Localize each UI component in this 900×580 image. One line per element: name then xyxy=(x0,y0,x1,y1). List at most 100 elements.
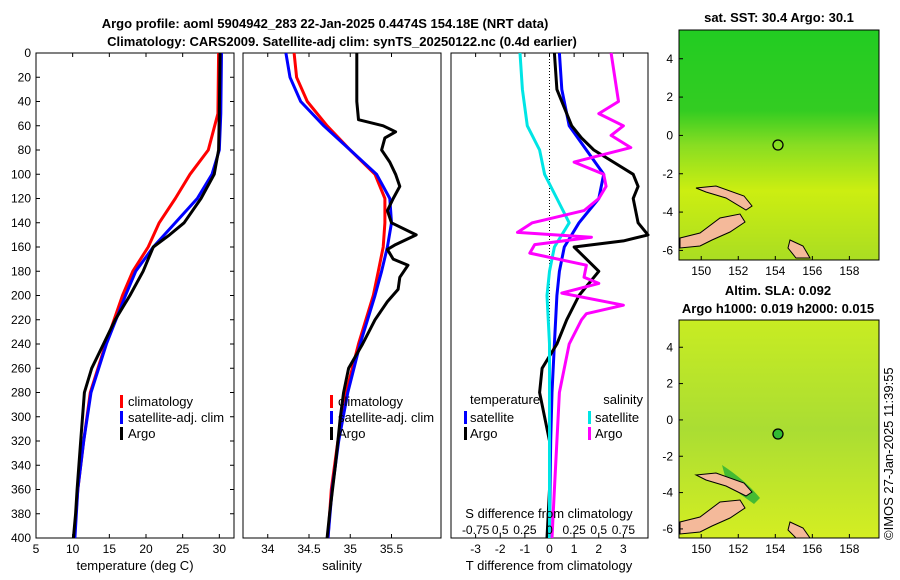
series-line-satellite-adj-clim xyxy=(284,52,393,539)
series-line-t-argo xyxy=(538,52,650,539)
x-tick-label: 5 xyxy=(33,542,40,556)
legend-climatology-swatch xyxy=(120,395,123,408)
depth-tick-label: 140 xyxy=(11,216,31,230)
map-lat-label: 4 xyxy=(666,52,673,66)
x-tick-label: 0 xyxy=(546,542,553,556)
t-diff-tick-labels: -3 -2 -1 0 1 2 3 xyxy=(470,53,627,556)
map-lat-label: 0 xyxy=(666,413,673,427)
series-line-argo xyxy=(325,53,418,539)
depth-tick-label: 340 xyxy=(11,458,31,472)
map-lat-label: -6 xyxy=(662,522,673,536)
x-tick-label: 35 xyxy=(344,542,358,556)
x-tick-label: -2 xyxy=(495,542,506,556)
depth-tick-label: 380 xyxy=(11,507,31,521)
temperature-lines xyxy=(71,52,223,539)
map-lon-label: 158 xyxy=(839,264,859,278)
depth-tick-label: 160 xyxy=(11,240,31,254)
x-tick-label: 20 xyxy=(139,542,153,556)
legend-satellite: satellite-adj. clim xyxy=(128,410,224,425)
sst-map-field xyxy=(678,29,880,261)
x-tick-label: 35.5 xyxy=(380,542,404,556)
depth-tick-label: 120 xyxy=(11,192,31,206)
legend-t-argo: Argo xyxy=(470,426,497,441)
temperature-panel: 0204060801001201401601802002202402602803… xyxy=(11,46,648,573)
map-lon-label: 156 xyxy=(802,264,822,278)
map-lon-label: 152 xyxy=(728,264,748,278)
series-line-s-argo xyxy=(516,52,633,539)
legend-t-title: temperature xyxy=(470,392,540,407)
argo-float-marker xyxy=(772,428,784,440)
map-lat-label: -6 xyxy=(662,243,673,257)
x-tick-label: 30 xyxy=(213,542,227,556)
s-tick-label: 0 xyxy=(546,523,553,537)
map-lat-label: 2 xyxy=(666,90,673,104)
map-lat-label: 4 xyxy=(666,340,673,354)
depth-tick-label: 60 xyxy=(18,119,32,133)
sst-map: sat. SST: 30.4 Argo: 30.1 150 152 154 156 15… xyxy=(662,10,880,278)
map-lon-label: 158 xyxy=(839,542,859,556)
x-tick-label: 1 xyxy=(571,542,578,556)
temperature-xlabel: temperature (deg C) xyxy=(76,558,193,573)
sst-map-land xyxy=(679,213,746,249)
difference-panel: -3 -2 -1 0 1 2 3 T difference from climatology… xyxy=(450,52,650,573)
legend-t-satellite-swatch xyxy=(464,411,467,424)
s-tick-label: -0.75 xyxy=(462,523,490,537)
salinity-xlabel: salinity xyxy=(322,558,362,573)
sla-map-land xyxy=(679,499,746,535)
map-lon-label: 150 xyxy=(691,542,711,556)
sst-map-island xyxy=(787,239,811,259)
legend-s-argo: Argo xyxy=(595,426,622,441)
depth-tick-label: 80 xyxy=(18,143,32,157)
s-tick-label: 0.5 xyxy=(492,523,509,537)
sla-map-subtitle: Argo h1000: 0.019 h2000: 0.015 xyxy=(682,301,874,316)
s-tick-label: 0.5 xyxy=(590,523,607,537)
depth-tick-label: 20 xyxy=(18,70,32,84)
legend-argo: Argo xyxy=(338,426,365,441)
s-tick-label: 0.25 xyxy=(513,523,537,537)
depth-tick-label: 280 xyxy=(11,386,31,400)
t-diff-xlabel: T difference from climatology xyxy=(466,558,633,573)
salinity-lines xyxy=(284,52,418,539)
sla-map: Altim. SLA: 0.092 Argo h1000: 0.019 h200… xyxy=(662,283,880,556)
map-lat-label: 2 xyxy=(666,377,673,391)
depth-tick-label: 220 xyxy=(11,313,31,327)
temperature-legend: climatology satellite-adj. clim Argo xyxy=(120,394,224,441)
sst-map-ticks: 150 152 154 156 158 4 2 0 -2 -4 -6 xyxy=(662,52,859,278)
difference-legend: temperature satellite Argo salinity sate… xyxy=(464,392,643,441)
depth-tick-label: 320 xyxy=(11,434,31,448)
sla-map-title: Altim. SLA: 0.092 xyxy=(725,283,831,298)
x-tick-label: 10 xyxy=(66,542,80,556)
depth-tick-label: 40 xyxy=(18,95,32,109)
legend-s-title: salinity xyxy=(603,392,643,407)
map-lat-label: -4 xyxy=(662,486,673,500)
s-tick-label: 0.25 xyxy=(562,523,586,537)
salinity-panel: 34 34.5 35 35.5 salinity climatology satell… xyxy=(242,52,442,573)
sla-map-island xyxy=(787,521,811,539)
legend-argo-swatch xyxy=(330,427,333,440)
legend-s-satellite-swatch xyxy=(588,411,591,424)
s-diff-label: S difference from climatology xyxy=(465,506,633,521)
x-tick-label: -3 xyxy=(470,542,481,556)
difference-lines xyxy=(516,52,650,539)
depth-tick-label: 400 xyxy=(11,531,31,545)
x-tick-label: -1 xyxy=(520,542,531,556)
map-lat-label: -4 xyxy=(662,205,673,219)
legend-s-satellite: satellite xyxy=(595,410,639,425)
map-lon-label: 150 xyxy=(691,264,711,278)
sla-map-island xyxy=(694,472,753,497)
depth-tick-label: 360 xyxy=(11,483,31,497)
depth-tick-label: 180 xyxy=(11,264,31,278)
legend-satellite: satellite-adj. clim xyxy=(338,410,434,425)
legend-argo-swatch xyxy=(120,427,123,440)
legend-climatology: climatology xyxy=(338,394,404,409)
map-lon-label: 152 xyxy=(728,542,748,556)
imos-watermark: ©IMOS 27-Jan-2025 11:39:55 xyxy=(881,367,896,540)
temperature-tick-labels: 5 10 15 20 25 30 xyxy=(33,53,227,556)
title-line2: Climatology: CARS2009. Satellite-adj cli… xyxy=(107,34,577,49)
x-tick-label: 25 xyxy=(176,542,190,556)
x-tick-label: 15 xyxy=(103,542,117,556)
s-tick-label: 0.75 xyxy=(612,523,636,537)
legend-satellite-swatch xyxy=(330,411,333,424)
title-line1: Argo profile: aoml 5904942_283 22-Jan-20… xyxy=(102,16,549,31)
